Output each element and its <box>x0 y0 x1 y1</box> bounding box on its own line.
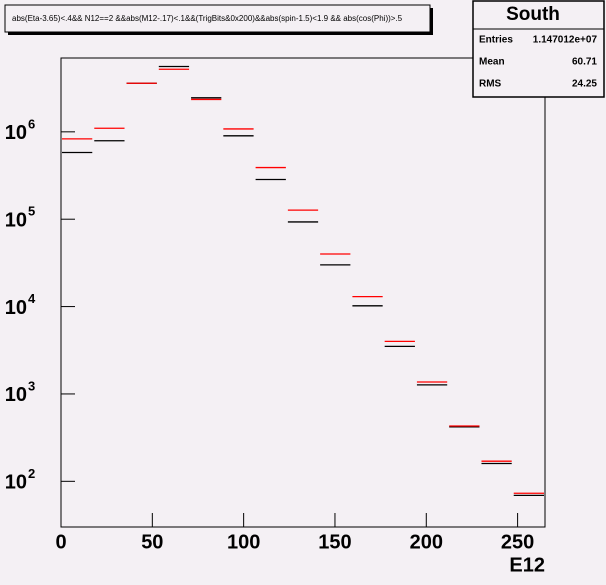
stats-label: RMS <box>479 79 502 90</box>
y-tick-label: 10 <box>5 209 27 231</box>
stats-value: 1.147012e+07 <box>533 35 598 46</box>
x-tick-label: 250 <box>501 531 534 553</box>
y-tick-label: 10 <box>5 384 27 406</box>
y-tick-exponent: 4 <box>28 291 36 306</box>
y-tick-label: 10 <box>5 122 27 144</box>
stats-value: 60.71 <box>572 57 597 68</box>
x-tick-label: 150 <box>318 531 351 553</box>
x-tick-label: 100 <box>227 531 260 553</box>
title-box <box>4 4 431 33</box>
y-tick-label: 10 <box>5 297 27 319</box>
x-tick-label: 50 <box>141 531 163 553</box>
y-tick-exponent: 2 <box>28 466 35 481</box>
x-axis-label: E12 <box>509 554 545 576</box>
stats-box <box>472 0 605 98</box>
y-tick-exponent: 5 <box>28 204 35 219</box>
x-tick-label: 0 <box>55 531 66 553</box>
y-tick-exponent: 3 <box>28 378 35 393</box>
stats-label: Entries <box>479 35 513 46</box>
plot-frame <box>60 57 546 528</box>
y-tick-label: 10 <box>5 472 27 494</box>
y-tick-exponent: 6 <box>28 116 35 131</box>
chart-title: abs(Eta-3.65)<.4&& N12==2 &&abs(M12-.17)… <box>12 14 403 23</box>
x-tick-label: 200 <box>410 531 443 553</box>
stats-title: South <box>506 4 560 25</box>
stats-value: 24.25 <box>572 79 597 90</box>
stats-label: Mean <box>479 57 505 68</box>
